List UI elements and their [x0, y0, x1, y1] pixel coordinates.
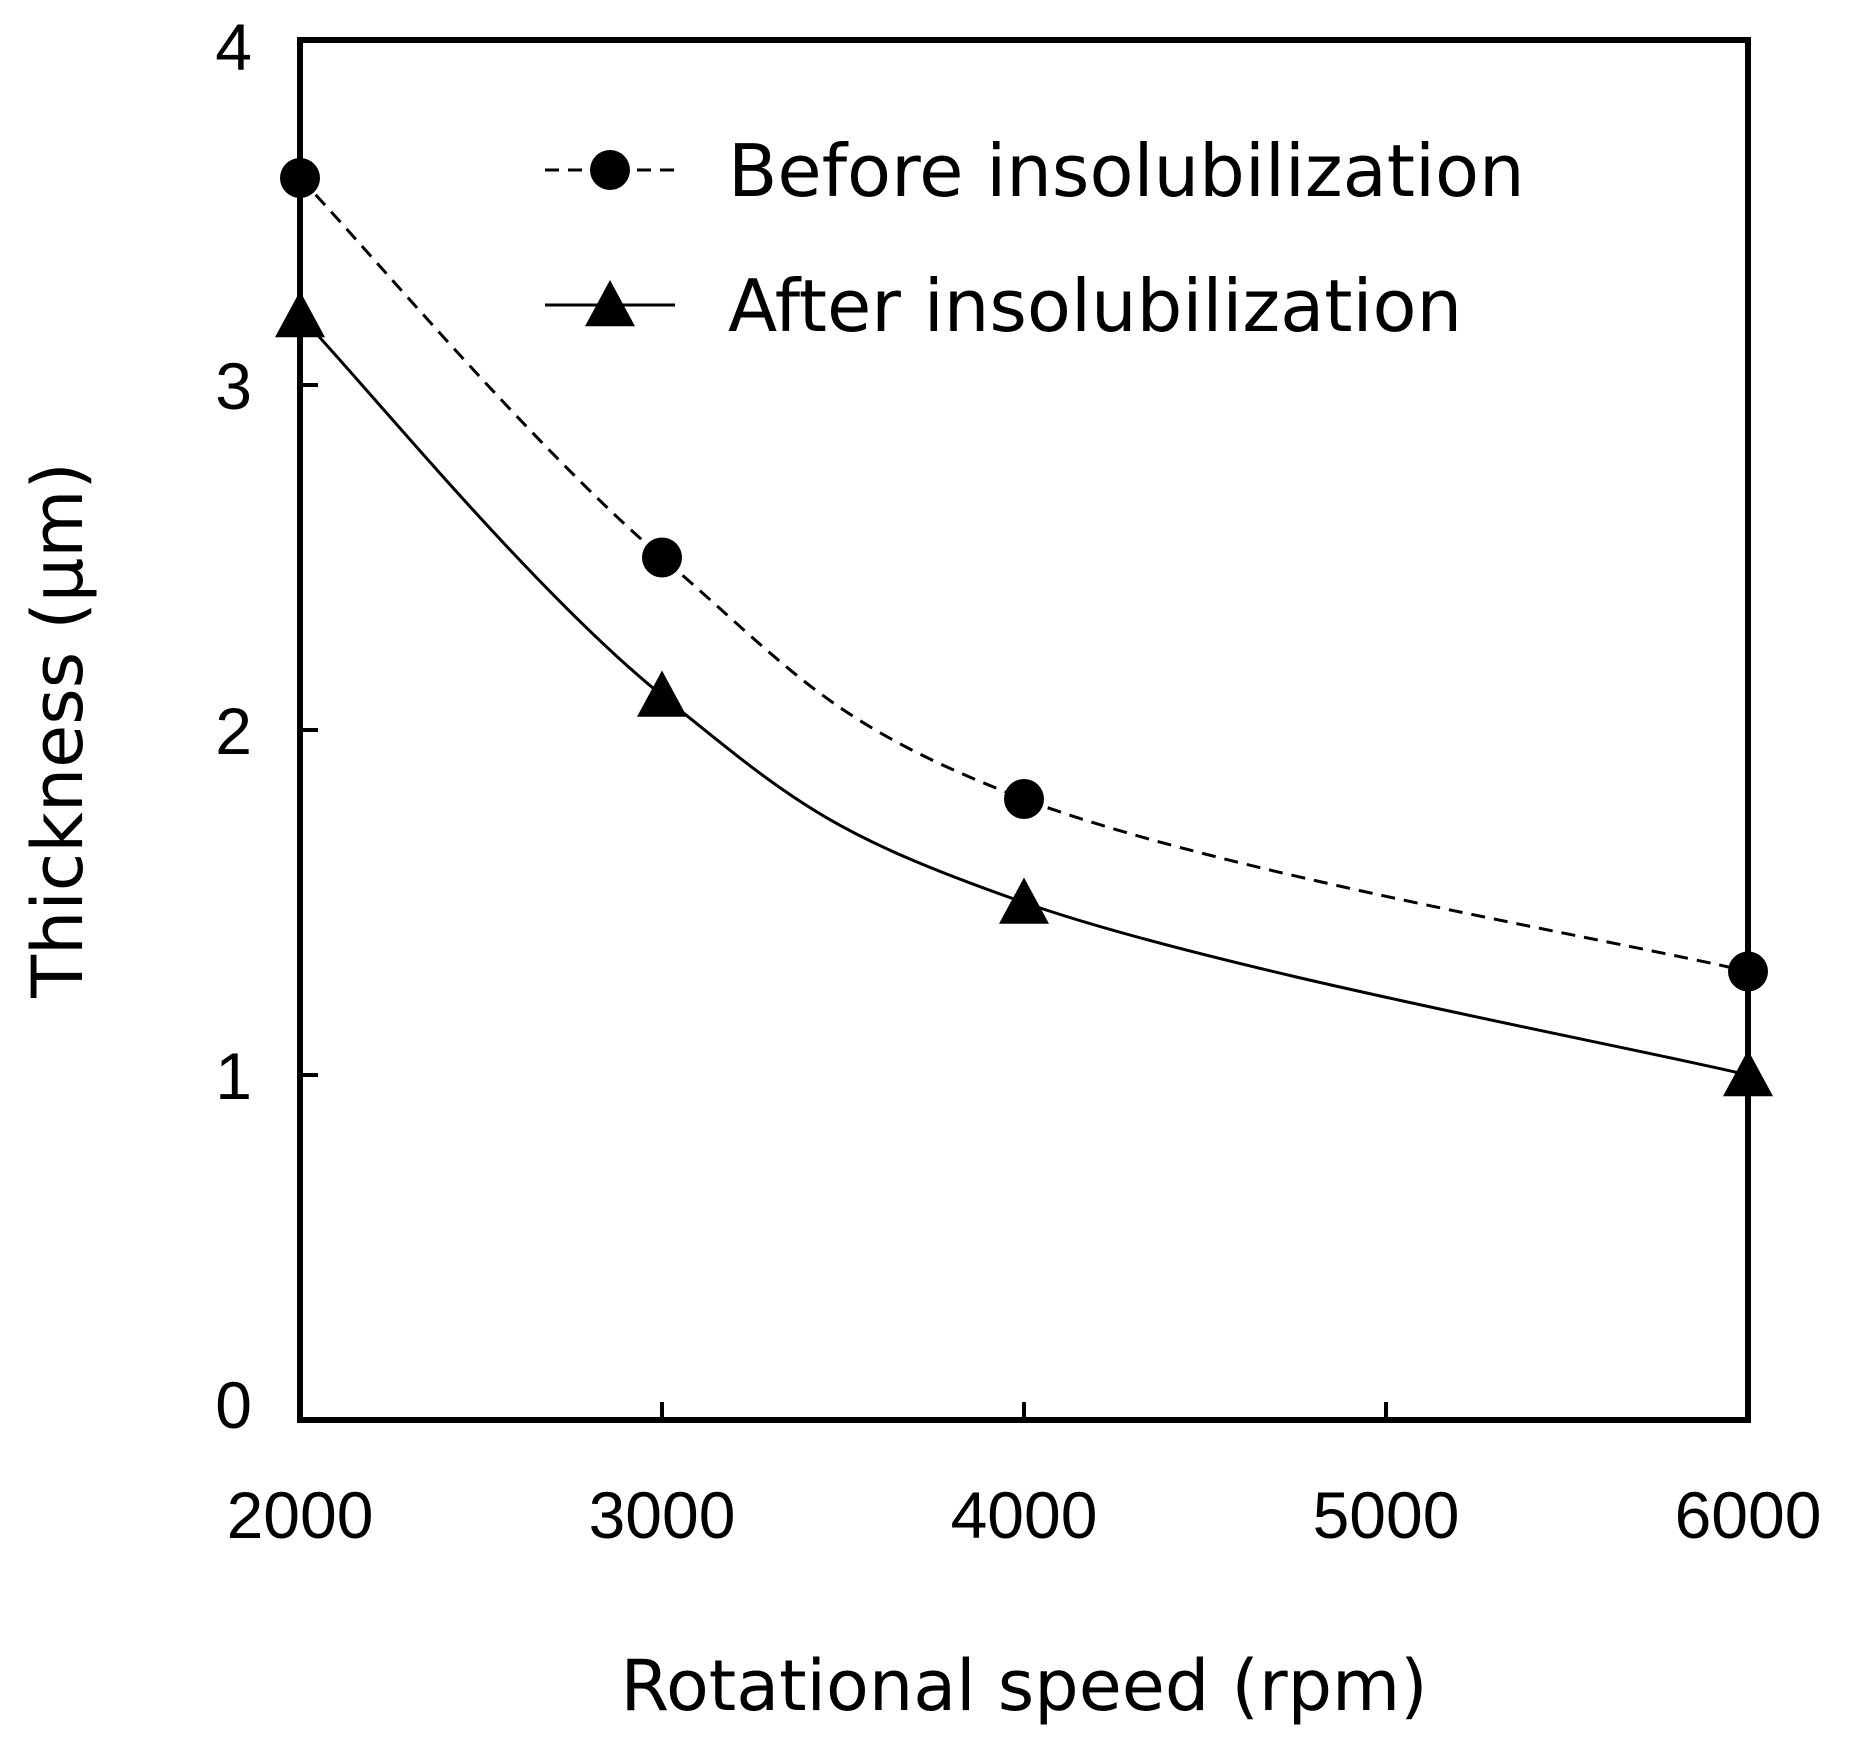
legend-label-2: After insolubilization	[728, 264, 1462, 348]
axis-ticks	[300, 383, 1388, 1420]
y-tick-label-2: 2	[215, 694, 252, 768]
y-tick-label-1: 1	[215, 1039, 252, 1113]
x-tick-label-5000: 5000	[1313, 1478, 1460, 1552]
series-2-point-4000	[999, 877, 1049, 924]
x-tick-label-2000: 2000	[227, 1478, 374, 1552]
x-tick-label-6000: 6000	[1675, 1478, 1822, 1552]
series-line-2	[298, 314, 1749, 1077]
y-tick-label-3: 3	[215, 349, 252, 423]
x-tick-label-3000: 3000	[589, 1478, 736, 1552]
x-tick-label-4000: 4000	[951, 1478, 1098, 1552]
series-1-point-4000	[1004, 779, 1044, 819]
x-axis-label: Rotational speed (rpm)	[620, 1645, 1427, 1727]
legend: Before insolubilization After insolubiliz…	[545, 129, 1525, 348]
axis-tick-labels: 2000 3000 4000 5000 6000 0 1 2 3 4	[215, 10, 1821, 1552]
series-curves	[298, 176, 1749, 1077]
series-2-point-3000	[637, 670, 687, 717]
plot-frame	[297, 37, 1751, 1423]
legend-marker-1	[590, 150, 630, 190]
y-tick-label-4: 4	[215, 10, 252, 84]
legend-label-1: Before insolubilization	[728, 129, 1525, 213]
y-tick-label-0: 0	[215, 1368, 252, 1442]
series-1-point-3000	[642, 537, 682, 578]
legend-marker-2	[585, 280, 635, 327]
y-axis-label: Thickness (μm)	[17, 462, 99, 999]
